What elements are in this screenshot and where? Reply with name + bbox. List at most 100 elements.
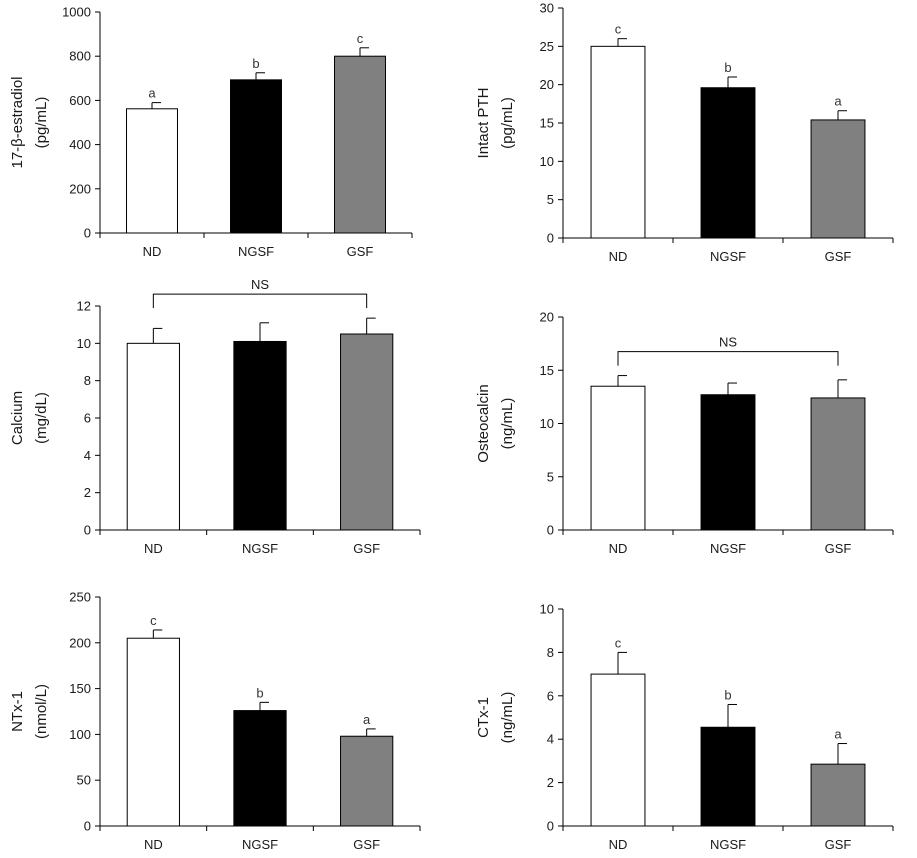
y-tick-label: 25	[540, 39, 554, 54]
y-tick-label: 4	[84, 448, 91, 463]
sig-letter-nd: c	[615, 22, 622, 37]
y-tick-label: 1000	[62, 5, 91, 20]
y-axis-unit: (pg/mL)	[33, 97, 50, 149]
sig-letter-gsf: a	[834, 94, 842, 109]
bar-gsf	[340, 333, 394, 531]
y-tick-label: 20	[540, 77, 554, 92]
y-tick-label: 0	[547, 819, 554, 834]
sig-letter-ngsf: b	[256, 685, 263, 700]
x-category-label-gsf: GSF	[347, 244, 374, 259]
y-tick-label: 15	[540, 363, 554, 378]
chart-panel-calcium: 0 2 4 6 8 10 12 ND NGSF GSF NS Calcium (mg/dL)	[9, 277, 421, 556]
y-axis-unit: (ng/mL)	[499, 398, 516, 450]
sig-letter-gsf: c	[357, 31, 364, 46]
chart-panel-ctx-1: 0 2 4 6 8 10 c ND b NGSF a GSF CTx-1 (ng/mL)	[475, 602, 894, 852]
sig-letter-nd: c	[615, 635, 622, 650]
y-tick-label: 5	[547, 192, 554, 207]
y-tick-label: 10	[77, 336, 91, 351]
chart-panel-intact-pth: 0 5 10 15 20 25 30 c ND b NGSF a GSF Intact PTH (pg/mL…	[475, 1, 894, 264]
y-tick-label: 0	[84, 819, 91, 834]
ns-bracket	[617, 351, 839, 366]
x-category-label-nd: ND	[144, 541, 163, 556]
x-category-label-ngsf: NGSF	[710, 249, 746, 264]
y-tick-label: 5	[547, 469, 554, 484]
y-tick-label: 30	[540, 1, 554, 16]
y-tick-label: 12	[77, 299, 91, 314]
x-category-label-gsf: GSF	[353, 541, 380, 556]
x-category-label-ngsf: NGSF	[710, 541, 746, 556]
x-category-label-gsf: GSF	[825, 541, 852, 556]
y-axis-title: Osteocalcin	[475, 384, 492, 462]
x-category-label-nd: ND	[609, 837, 628, 852]
y-tick-label: 10	[540, 416, 554, 431]
y-tick-label: 100	[69, 727, 91, 742]
y-tick-label: 600	[69, 93, 91, 108]
chart-panel-ntx-1: 0 50 100 150 200 250 c ND b NGSF a GSF NTx-1 (nmol/L)	[9, 590, 421, 852]
y-tick-label: 8	[547, 645, 554, 660]
sig-letter-ngsf: b	[252, 56, 259, 71]
y-axis-unit: (ng/mL)	[499, 692, 516, 744]
y-axis-unit: (pg/mL)	[499, 97, 516, 149]
bar-nd	[590, 385, 646, 531]
y-axis-unit: (mg/dL)	[33, 392, 50, 444]
y-tick-label: 800	[69, 49, 91, 64]
bar-ngsf	[233, 710, 287, 827]
y-axis-title: Calcium	[9, 391, 26, 445]
sig-letter-nd: c	[150, 613, 157, 628]
sig-letter-gsf: a	[834, 727, 842, 742]
bar-ngsf	[233, 340, 287, 531]
sig-letter-gsf: a	[363, 712, 371, 727]
y-axis-title: Intact PTH	[475, 88, 492, 159]
bar-nd	[126, 108, 178, 234]
y-tick-label: 15	[540, 116, 554, 131]
x-category-label-gsf: GSF	[353, 837, 380, 852]
y-axis-unit: (nmol/L)	[33, 684, 50, 739]
bar-gsf	[810, 763, 866, 827]
bar-nd	[590, 45, 646, 239]
x-category-label-ngsf: NGSF	[238, 244, 274, 259]
bar-gsf	[334, 55, 386, 234]
y-tick-label: 0	[547, 523, 554, 538]
x-category-label-gsf: GSF	[825, 837, 852, 852]
chart-panel-osteocalcin: 0 5 10 15 20 ND NGSF GSF NS Osteocalcin (ng/mL)	[475, 310, 894, 556]
y-tick-label: 6	[547, 688, 554, 703]
y-tick-label: 200	[69, 635, 91, 650]
y-tick-label: 250	[69, 590, 91, 605]
bar-nd	[126, 342, 180, 531]
y-tick-label: 2	[84, 485, 91, 500]
y-tick-label: 6	[84, 411, 91, 426]
bar-nd	[126, 637, 180, 827]
sig-letter-nd: a	[148, 86, 156, 101]
y-tick-label: 0	[547, 231, 554, 246]
bar-ngsf	[230, 79, 282, 234]
bar-gsf	[810, 397, 866, 531]
y-tick-label: 8	[84, 373, 91, 388]
x-category-label-ngsf: NGSF	[242, 837, 278, 852]
x-category-label-nd: ND	[144, 837, 163, 852]
y-axis-title: CTx-1	[475, 697, 492, 738]
y-tick-label: 150	[69, 681, 91, 696]
y-tick-label: 200	[69, 181, 91, 196]
bar-gsf	[340, 735, 394, 827]
y-axis-title: 17-β-estradiol	[9, 77, 26, 169]
bar-gsf	[810, 119, 866, 239]
y-tick-label: 400	[69, 137, 91, 152]
y-tick-label: 0	[84, 226, 91, 241]
bar-nd	[590, 673, 646, 827]
x-category-label-gsf: GSF	[825, 249, 852, 264]
y-tick-label: 20	[540, 310, 554, 325]
ns-bracket	[152, 293, 368, 309]
bar-ngsf	[700, 394, 756, 531]
y-tick-label: 4	[547, 732, 554, 747]
sig-letter-ngsf: b	[724, 60, 731, 75]
x-category-label-ngsf: NGSF	[242, 541, 278, 556]
y-tick-label: 50	[77, 773, 91, 788]
ns-label: NS	[251, 277, 269, 292]
x-category-label-nd: ND	[609, 541, 628, 556]
y-tick-label: 10	[540, 154, 554, 169]
bar-ngsf	[700, 87, 756, 239]
chart-panel-17-estradiol: 0 200 400 600 800 1000 a ND b NGSF c GSF 17-β-estrad…	[9, 5, 413, 259]
ns-label: NS	[719, 335, 737, 350]
y-tick-label: 0	[84, 523, 91, 538]
